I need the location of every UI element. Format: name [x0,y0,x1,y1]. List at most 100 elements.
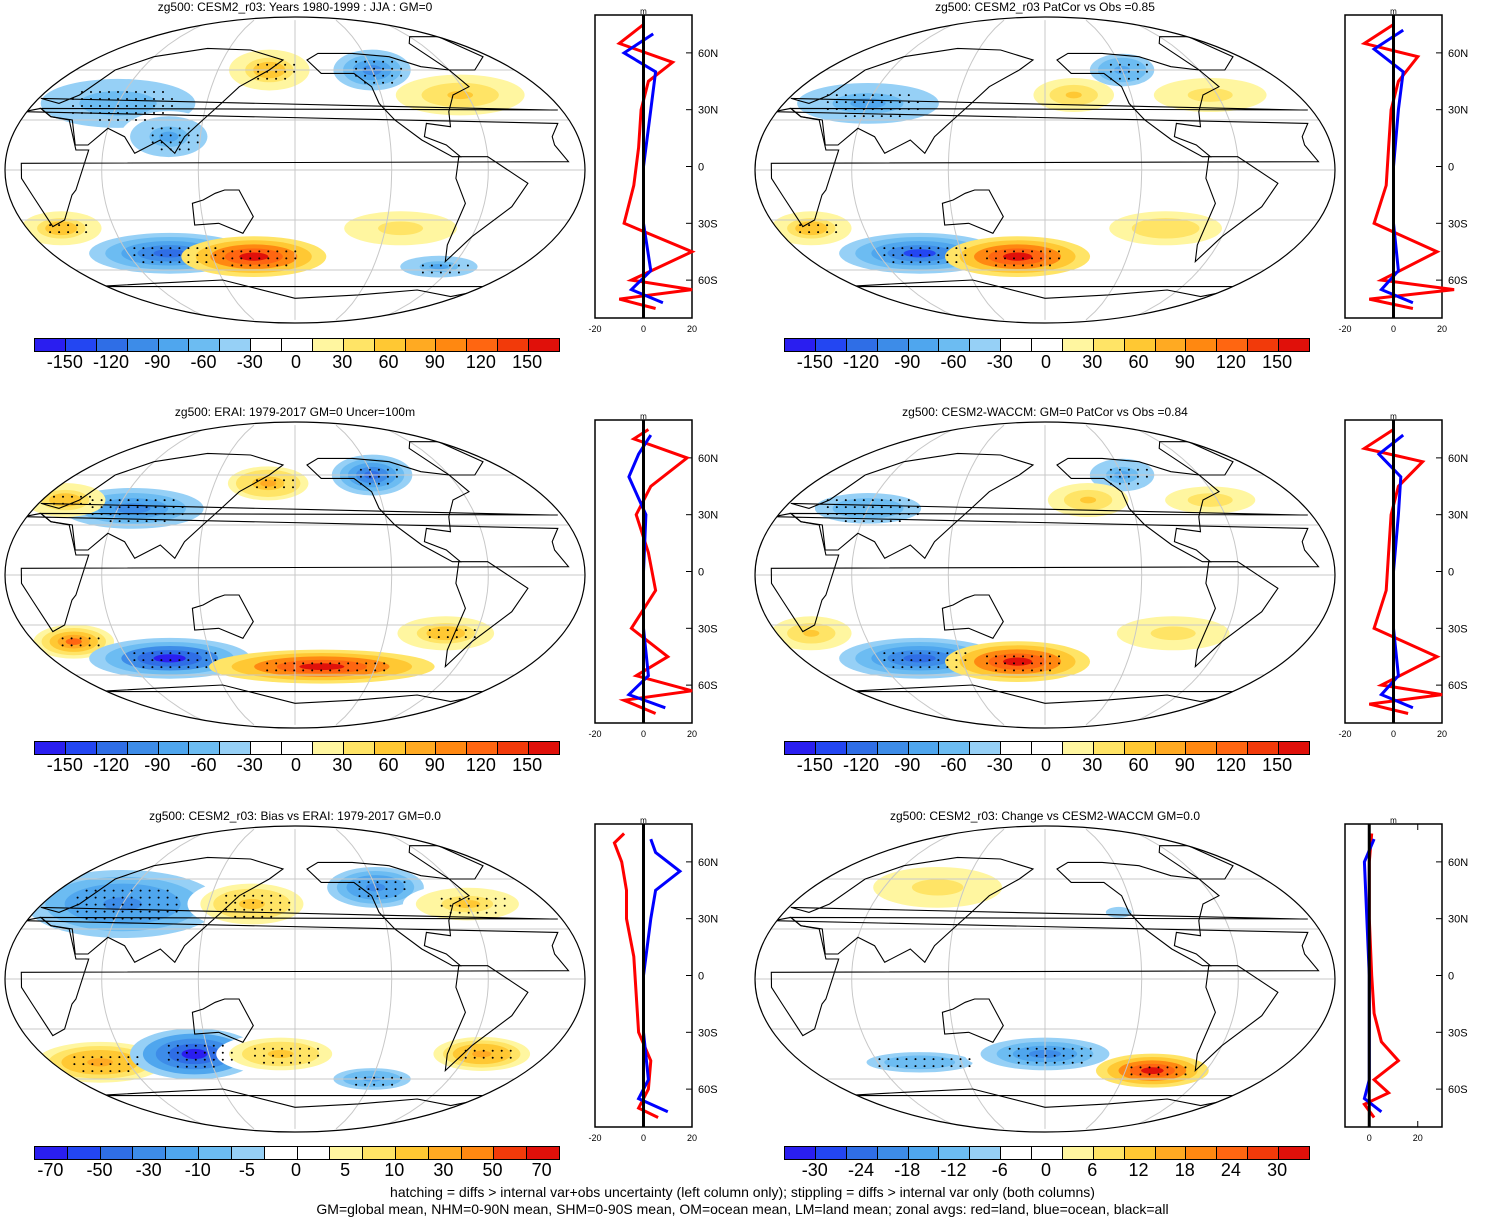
stipple-dot [185,1058,188,1061]
stipple-dot [127,506,130,509]
colorbar-swatch [330,1147,364,1159]
stipple-dot [1049,669,1051,672]
zonal-units: m [640,7,647,16]
colorbar-label: -60 [940,352,967,372]
zonal-average-plot: m 60N 30N 0 30S 60S -20 0 20 [1338,412,1468,739]
stipple-dot [108,91,110,93]
stipple-dot [275,662,278,665]
colorbar-label: -90 [894,755,921,775]
stipple-dot [799,231,802,234]
stipple-dot [109,499,112,502]
stipple-dot [862,115,865,118]
anomaly-contour [803,224,820,232]
colorbar-swatch [166,1147,200,1159]
colorbar-swatch [939,1147,971,1159]
stipple-dot [160,127,163,130]
stipple-dot [355,60,358,63]
stipple-dot [283,486,285,489]
stipple-dot [252,908,255,911]
stipple-dot [258,264,261,267]
stipple-dot [916,101,919,104]
stipple-dot [898,513,901,516]
coastline [39,452,558,560]
stipple-dot [117,119,119,121]
stipple-dot [910,261,913,264]
stipple-dot [270,894,273,897]
stipple-dot [901,247,904,250]
stipple-dot [878,1058,881,1061]
colorbar-swatch [1279,339,1309,351]
stipple-dot [144,105,146,107]
stipple-dot [99,91,101,93]
stipple-dot [187,261,190,264]
colorbar-swatch [189,742,221,754]
longitude-line [101,828,214,1130]
stipple-dot [279,901,282,904]
colorbar-swatch [1032,742,1063,754]
stipple-dot [905,1065,908,1068]
stipple-dot [1040,250,1042,253]
stipple-dot [473,1056,476,1059]
coastline [191,594,254,639]
stipple-dot [883,247,886,250]
stipple-dot [151,659,154,662]
colorbar-label: -30 [135,1160,162,1180]
colorbar-swatch [970,742,1002,754]
stipple-dot [901,261,904,264]
stipple-dot [142,261,145,264]
stipple-dot [1184,1066,1187,1069]
stipple-dot [288,908,291,911]
colorbar-label: 5 [340,1160,351,1180]
stipple-dot [391,81,394,84]
stipple-dot [1013,655,1015,658]
stipple-dot [995,257,997,260]
stipple-dot [373,81,376,84]
colorbar-swatch [527,1147,559,1159]
stipple-dot [853,94,856,97]
stipple-dot [144,91,146,93]
stipple-dot [112,896,115,899]
stipple-dot [76,903,79,906]
stipple-dot [1035,1047,1038,1050]
stipple-dot [1004,669,1006,672]
stipple-dot [266,70,269,73]
stipple-dot [373,74,376,77]
stipple-dot [826,499,829,502]
stipple-dot [937,659,940,662]
stipple-dot [826,231,829,234]
stipple-dot [1031,662,1033,665]
colorbar-label: 70 [531,1160,552,1180]
coastline [941,998,1004,1043]
stipple-dot [145,499,148,502]
stipple-dot [1127,77,1130,80]
stipple-dot [82,1056,85,1059]
coastline [306,457,470,563]
colorbar-swatch [1062,742,1094,754]
stipple-dot [194,1044,197,1047]
stipple-dot [403,881,406,884]
stipple-dot [90,91,92,93]
stipple-dot [887,1058,890,1061]
stipple-dot [71,502,73,505]
stipple-dot [1004,257,1006,260]
coastline [789,452,1308,560]
stipple-dot [1058,662,1060,665]
stipple-dot [880,101,883,104]
colorbar-swatch [1062,1147,1094,1159]
stipple-dot [100,1063,103,1066]
stippling [799,63,1148,267]
stipple-dot [112,910,115,913]
stipple-dot [162,98,164,100]
colorbar-label: 150 [512,755,543,775]
coastline [444,965,529,1073]
stipple-dot [1118,468,1121,471]
stipple-dot [196,652,199,655]
stipple-dot [263,1054,265,1057]
stipple-dot [937,666,940,669]
stipple-dot [103,896,106,899]
colorbar-label: 90 [424,352,445,372]
stipple-dot [162,112,164,114]
colorbar-swatch [1001,1147,1032,1159]
stipple-dot [135,98,137,100]
colorbar-swatch [1155,339,1187,351]
